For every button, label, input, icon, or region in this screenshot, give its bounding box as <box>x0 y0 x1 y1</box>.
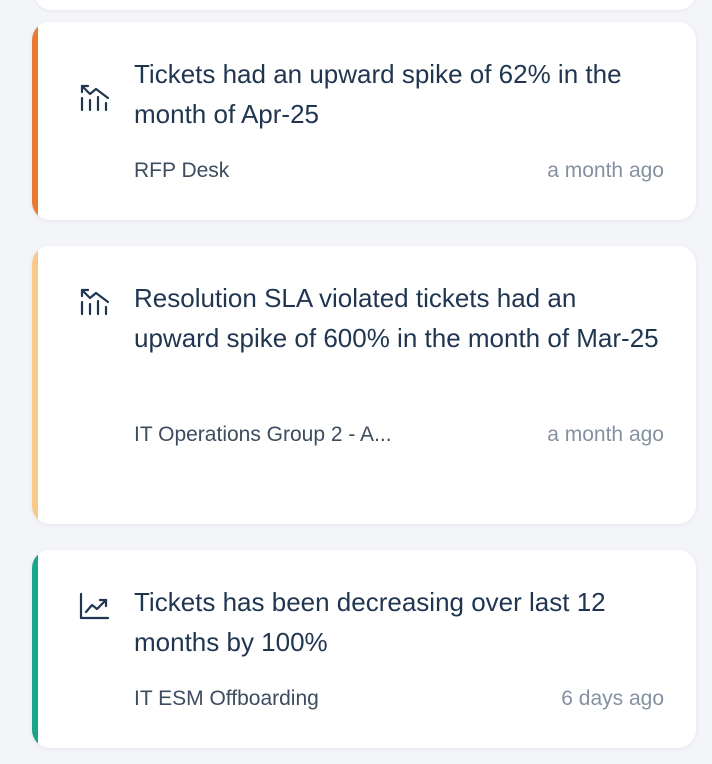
insight-source: RFP Desk <box>134 159 230 182</box>
spike-chart-icon <box>78 82 112 112</box>
card-accent-bar <box>32 22 38 220</box>
card-accent-bar <box>32 246 38 524</box>
insight-card[interactable]: Tickets has been decreasing over last 12… <box>32 550 696 748</box>
insight-timestamp: 6 days ago <box>561 687 664 710</box>
insight-timestamp: a month ago <box>547 159 664 182</box>
card-accent-bar <box>32 550 38 748</box>
insight-timestamp: a month ago <box>547 423 664 446</box>
spike-chart-icon <box>78 286 112 316</box>
insight-card[interactable]: Resolution SLA violated tickets had an u… <box>32 246 696 524</box>
insight-source: IT Operations Group 2 - A... <box>134 423 392 446</box>
insight-title: Tickets has been decreasing over last 12… <box>134 587 606 657</box>
trend-line-icon <box>78 592 112 622</box>
insight-title: Resolution SLA violated tickets had an u… <box>134 283 659 353</box>
previous-insight-card[interactable] <box>34 0 696 10</box>
insight-source: IT ESM Offboarding <box>134 687 319 710</box>
insight-card[interactable]: Tickets had an upward spike of 62% in th… <box>32 22 696 220</box>
insight-title: Tickets had an upward spike of 62% in th… <box>134 59 622 129</box>
